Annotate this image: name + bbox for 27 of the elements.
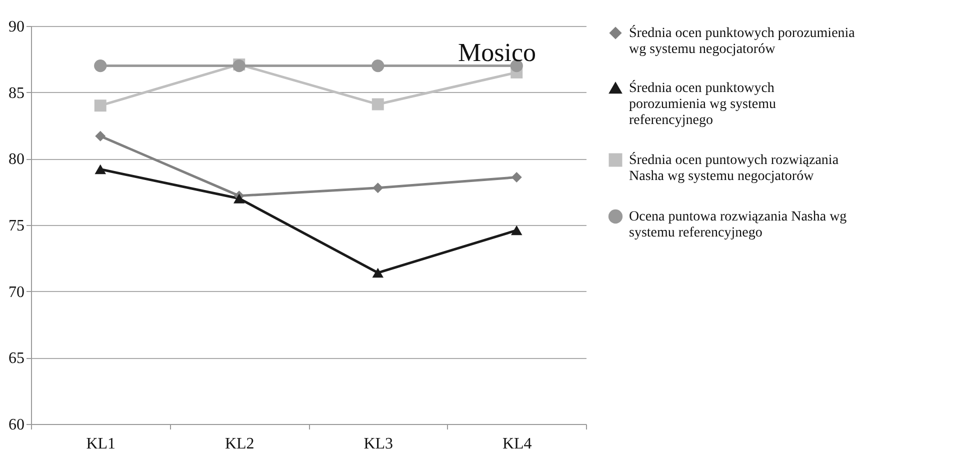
point — [511, 225, 522, 236]
point — [95, 130, 106, 142]
legend-label: Średnia ocen punktowych porozumienia wg systemu negocjatorów — [629, 24, 856, 57]
point — [94, 164, 106, 174]
y-tick-label: 85 — [8, 84, 24, 102]
x-tick-label: KL2 — [224, 436, 254, 452]
y-tick-label: 90 — [8, 18, 24, 36]
legend-label: Ocena puntowa rozwiązania Nasha wg systemu referencyjnego — [629, 210, 847, 240]
point — [372, 98, 384, 110]
point — [94, 100, 106, 112]
legend-label: Średnia ocen puntowych rozwiązania Nasha wg systemu negocjatorów — [629, 151, 840, 184]
text: Mosico — [458, 38, 536, 67]
y-tick-label: 75 — [8, 218, 24, 234]
point — [511, 172, 522, 182]
y-tick-label: 70 — [8, 284, 24, 301]
point — [372, 59, 384, 72]
y-tick-label: 65 — [8, 350, 24, 368]
x-tick-label: KL4 — [502, 436, 532, 452]
legend-label: Średnia ocen punktowych porozumienia wg systemu referencyjnego — [629, 79, 776, 128]
point — [372, 268, 384, 278]
x-tick-label: KL3 — [364, 436, 394, 452]
point — [234, 194, 245, 204]
point — [94, 59, 107, 72]
y-tick-label: 60 — [8, 416, 24, 434]
y-tick-label: 80 — [8, 151, 24, 168]
point — [372, 182, 384, 194]
x-tick-label: KL1 — [86, 436, 116, 452]
